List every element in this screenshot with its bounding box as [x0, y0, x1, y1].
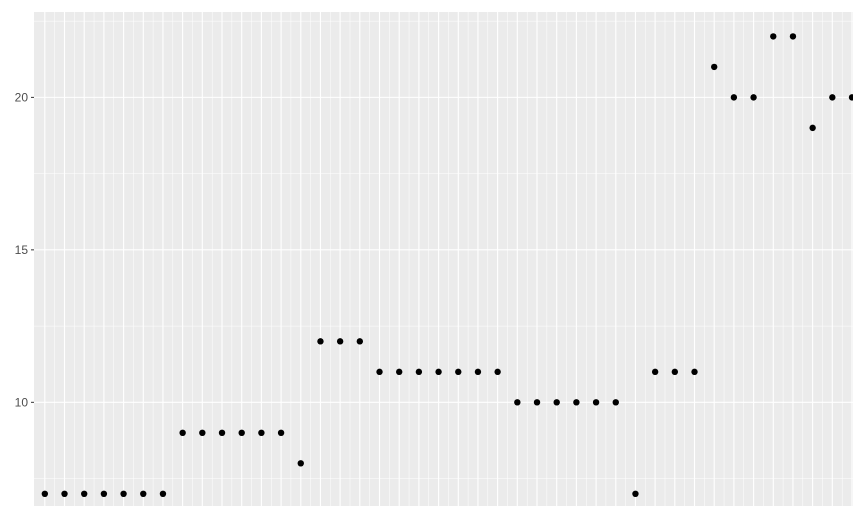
data-point — [514, 399, 521, 406]
major-gridlines — [34, 12, 853, 506]
y-axis: 10 15 20 — [15, 90, 34, 409]
data-point — [829, 94, 836, 101]
data-point — [61, 490, 68, 498]
data-points — [41, 33, 853, 498]
data-point — [218, 429, 226, 437]
data-point — [553, 399, 560, 406]
data-point — [415, 368, 423, 376]
data-point — [651, 368, 659, 376]
y-tick-label: 10 — [15, 395, 29, 409]
data-point — [159, 490, 167, 498]
data-point — [435, 368, 442, 376]
data-point — [140, 490, 147, 498]
data-point — [573, 399, 580, 406]
data-point — [396, 368, 403, 376]
data-point — [179, 429, 186, 437]
data-point — [474, 368, 482, 376]
data-point — [750, 94, 757, 101]
data-point — [336, 338, 344, 345]
data-point — [533, 399, 541, 406]
data-point — [100, 490, 108, 498]
data-point — [770, 33, 777, 40]
data-point — [317, 338, 324, 345]
data-point — [671, 368, 679, 376]
data-point — [455, 368, 462, 376]
data-point — [809, 124, 816, 132]
data-point — [297, 460, 304, 467]
data-point — [789, 33, 797, 40]
data-point — [120, 490, 127, 498]
data-point — [238, 429, 245, 437]
data-point — [848, 94, 853, 101]
y-tick-label: 20 — [15, 90, 29, 104]
data-point — [632, 490, 639, 498]
data-point — [730, 94, 738, 101]
data-point — [592, 399, 600, 406]
data-point — [356, 338, 364, 345]
data-point — [41, 490, 49, 498]
data-point — [81, 490, 88, 498]
data-point — [691, 368, 698, 376]
data-point — [376, 368, 383, 376]
data-point — [711, 63, 718, 71]
data-point — [199, 429, 206, 437]
minor-gridlines — [34, 12, 853, 506]
data-point — [612, 399, 619, 406]
data-point — [258, 429, 265, 437]
plot-panel — [34, 12, 853, 506]
data-point — [277, 429, 285, 437]
data-point — [494, 368, 501, 376]
y-tick-label: 15 — [15, 243, 29, 257]
